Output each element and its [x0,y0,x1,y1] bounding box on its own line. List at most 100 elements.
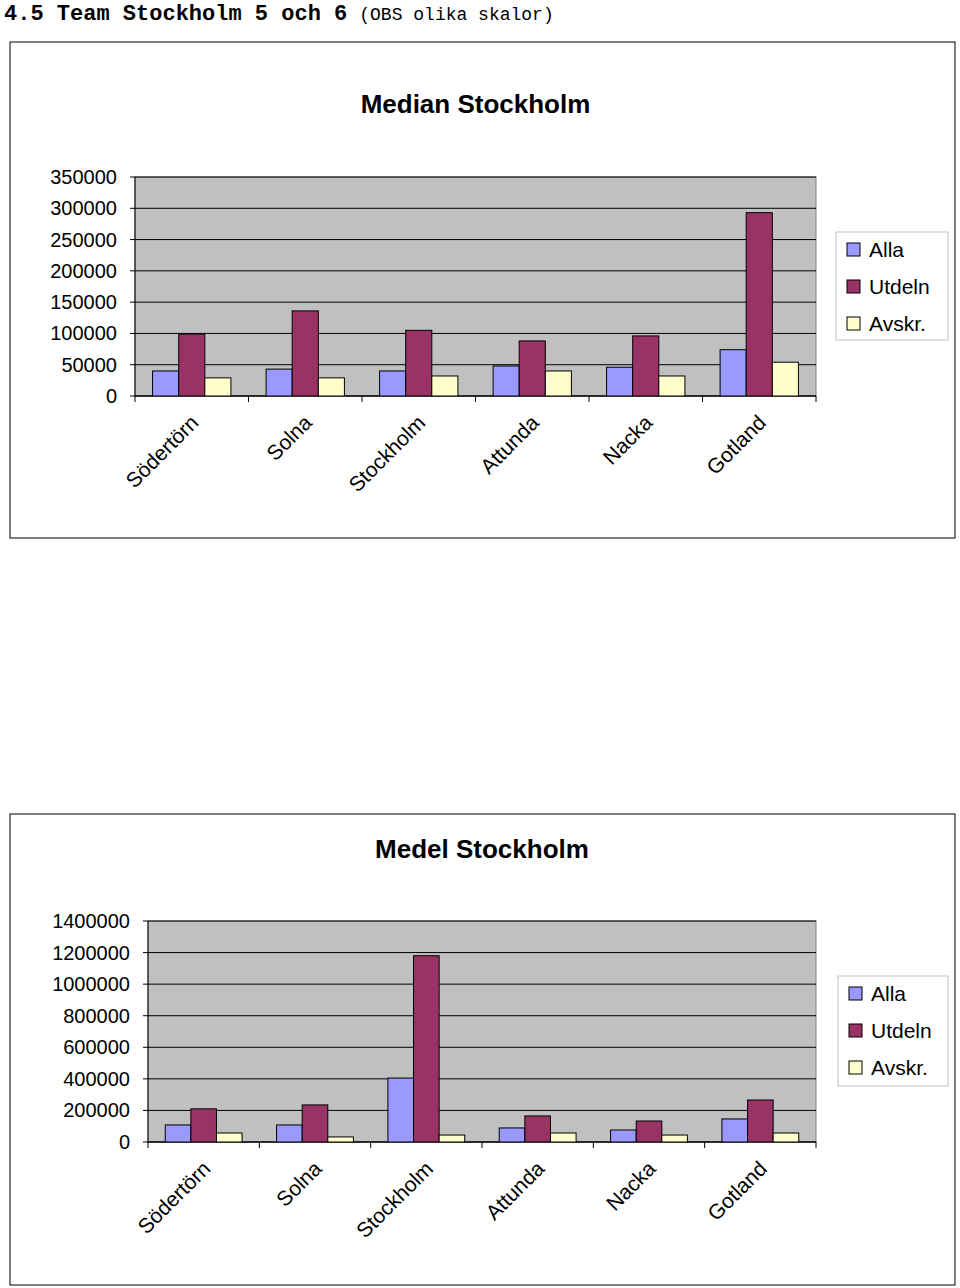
bar [636,1121,662,1142]
x-tick [370,1142,371,1148]
y-tick [143,1015,148,1016]
page: 4.5 Team Stockholm 5 och 6(OBS olika ska… [0,0,960,1288]
bar [406,330,432,396]
legend-swatch [847,280,860,293]
bar [611,1130,637,1142]
x-tick [362,396,363,402]
y-tick [130,270,135,271]
x-tick [589,396,590,402]
y-tick [130,208,135,209]
grid-line [135,270,816,271]
y-tick-label: 400000 [63,1068,130,1090]
y-axis [135,177,136,396]
legend-label: Avskr. [871,1056,928,1079]
bar [519,341,545,396]
legend-swatch [849,1061,862,1074]
x-tick [816,396,817,402]
chart-title: Median Stockholm [361,89,591,119]
grid-line [135,208,816,209]
bar [662,1135,688,1142]
bars [165,956,798,1142]
legend-label: Alla [871,982,906,1005]
x-tick [482,1142,483,1148]
x-tick-label: Stockholm [352,1157,438,1243]
grid-line [148,1047,816,1048]
y-tick [143,1142,148,1143]
chart: Medel Stockholm0200000400000600000800000… [10,814,955,1285]
x-tick-label: Nacka [601,1156,660,1215]
heading: 4.5 Team Stockholm 5 och 6(OBS olika ska… [4,2,554,27]
bar [659,376,685,396]
bar [720,350,746,396]
bar [773,1133,799,1142]
bar [432,376,458,396]
legend-swatch [849,1024,862,1037]
plot-area [148,921,816,1142]
grid-line [135,239,816,240]
y-tick-label: 250000 [50,229,117,251]
y-tick-label: 200000 [63,1099,130,1121]
legend-box [836,232,948,340]
plot-area [135,177,816,396]
heading-title: 4.5 Team Stockholm 5 och 6 [4,2,347,27]
legend-swatch [849,987,862,1000]
x-tick-label: Stockholm [344,411,430,497]
bar [302,1105,328,1142]
bar [748,1100,774,1142]
y-tick-label: 200000 [50,260,117,282]
bar [633,336,659,396]
y-tick-label: 100000 [50,322,117,344]
bar [772,362,798,396]
y-tick [130,177,135,178]
bar [545,371,571,396]
y-tick [143,1078,148,1079]
bar [165,1125,191,1142]
y-tick [143,1047,148,1048]
bar [292,311,318,396]
y-tick [130,302,135,303]
y-tick-label: 0 [106,385,117,407]
bars [153,213,799,396]
y-tick [143,952,148,953]
legend-box [838,976,948,1086]
legend-label: Alla [869,238,904,261]
x-tick [816,1142,817,1148]
y-tick [130,364,135,365]
bar [525,1116,551,1142]
chart-frame [10,42,955,538]
bar [499,1128,525,1142]
legend-label: Utdeln [871,1019,932,1042]
y-tick-label: 1000000 [52,973,130,995]
bar [607,367,633,396]
x-tick-label: Gotland [703,1157,771,1225]
y-tick [143,921,148,922]
y-tick [130,396,135,397]
bar [179,334,205,396]
y-tick-label: 0 [119,1131,130,1153]
grid-line [148,1015,816,1016]
bar [439,1135,465,1142]
grid-line [148,921,816,922]
grid-line [135,364,816,365]
x-tick [593,1142,594,1148]
legend-label: Avskr. [869,312,926,335]
y-axis [148,921,149,1142]
legend-swatch [847,317,860,330]
bar [746,213,772,396]
x-tick [135,396,136,402]
grid-line [148,984,816,985]
bar [216,1133,242,1142]
bar [414,956,440,1142]
x-tick-label: Solna [272,1156,326,1210]
y-tick-label: 150000 [50,291,117,313]
bar [388,1078,414,1142]
chart: Median Stockholm050000100000150000200000… [10,42,955,538]
y-tick [130,333,135,334]
grid-line [135,333,816,334]
grid-line [135,302,816,303]
y-tick-label: 800000 [63,1005,130,1027]
bar [328,1137,354,1142]
x-tick-label: Södertörn [133,1157,214,1238]
y-tick [143,1110,148,1111]
y-tick [130,239,135,240]
